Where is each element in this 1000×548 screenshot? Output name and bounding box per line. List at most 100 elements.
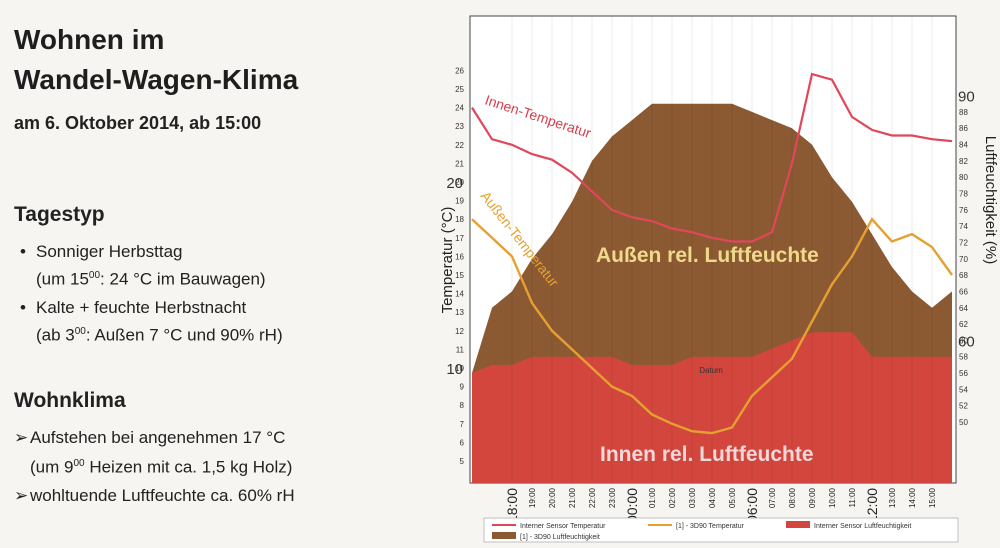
x-tick-label-big: 12:00 bbox=[864, 488, 880, 523]
x-tick-label: 14:00 bbox=[908, 487, 917, 508]
y-left-tick-label: 12 bbox=[455, 327, 464, 336]
series-line-innen-temperatur bbox=[471, 72, 953, 243]
y-left-tick-label: 6 bbox=[460, 438, 465, 447]
x-tick-label: 10:00 bbox=[828, 487, 837, 508]
x-tick-label-big: 00:00 bbox=[624, 488, 640, 523]
title-line-1: Wohnen im bbox=[14, 24, 165, 55]
y-right-tick-label: 78 bbox=[959, 190, 968, 199]
x-tick-label: 02:00 bbox=[668, 487, 677, 508]
legend-label: Interner Sensor Luftfeuchtigkeit bbox=[814, 523, 911, 530]
title-line-2: Wandel-Wagen-Klima bbox=[14, 64, 299, 95]
y-right-tick-label: 52 bbox=[959, 402, 968, 411]
detail-sup: 00 bbox=[88, 270, 101, 281]
x-tick-label: 08:00 bbox=[788, 487, 797, 508]
y-left-tick-label: 19 bbox=[455, 197, 464, 206]
y-right-tick-label: 86 bbox=[959, 124, 968, 133]
list-item: ➢ wohltuende Luftfeuchte ca. 60% rH bbox=[14, 484, 295, 508]
list-item: • Sonniger Herbsttag bbox=[20, 240, 182, 264]
section-heading-tagestyp: Tagestyp bbox=[14, 203, 105, 226]
legend-label: [1] - 3D90 Temperatur bbox=[676, 523, 745, 530]
y-left-tick-label: 20 bbox=[455, 178, 464, 187]
y-left-tick-label: 16 bbox=[455, 252, 464, 261]
detail-sup: 00 bbox=[74, 326, 86, 337]
detail-text: : 24 °C im Bauwagen) bbox=[100, 269, 266, 289]
arrow-bullet-icon: ➢ bbox=[14, 428, 29, 447]
y-right-tick-label: 70 bbox=[959, 255, 968, 264]
x-tick-label: 22:00 bbox=[588, 487, 597, 508]
legend-swatch bbox=[786, 521, 810, 528]
legend-label: Interner Sensor Temperatur bbox=[520, 523, 606, 530]
x-tick-label-big: 06:00 bbox=[744, 488, 760, 523]
annotation-innen-luftfeuchte: Innen rel. Luftfeuchte bbox=[600, 443, 814, 466]
bullet-icon: • bbox=[20, 242, 26, 261]
y-left-tick-label-big: 10 bbox=[446, 361, 463, 378]
y-left-tick-label: 10 bbox=[455, 364, 464, 373]
legend-label: [1] - 3D90 Luftfeuchtigkeit bbox=[520, 534, 600, 541]
series-area-innen-luftfeuchte bbox=[472, 332, 952, 483]
x-tick-label-big: 18:00 bbox=[504, 488, 520, 523]
y-right-axis-title: Luftfeuchtigkeit (%) bbox=[982, 136, 999, 264]
y-left-tick-label: 21 bbox=[455, 159, 464, 168]
y-left-tick-label: 9 bbox=[460, 383, 465, 392]
climate-chart: 5678910111213141516171819202122232425262… bbox=[439, 15, 999, 543]
x-tick-label: 11:00 bbox=[848, 487, 857, 507]
y-right-tick-label: 88 bbox=[959, 108, 968, 117]
y-left-tick-label: 17 bbox=[455, 234, 464, 243]
y-left-tick-label: 14 bbox=[455, 290, 464, 299]
y-right-tick-label: 60 bbox=[959, 336, 968, 345]
y-right-tick-label-big: 60 bbox=[958, 333, 975, 350]
y-right-tick-label: 66 bbox=[959, 287, 968, 296]
x-tick-label: 15:00 bbox=[928, 487, 937, 508]
text-panel: Wohnen im Wandel-Wagen-Klima am 6. Oktob… bbox=[0, 0, 440, 548]
list-item-text: wohltuende Luftfeuchte ca. 60% rH bbox=[30, 486, 295, 505]
y-left-tick-label: 18 bbox=[455, 215, 464, 224]
y-left-tick-label: 25 bbox=[455, 85, 464, 94]
arrow-bullet-icon: ➢ bbox=[14, 486, 29, 505]
y-right-tick-label: 82 bbox=[959, 157, 968, 166]
y-right-tick-label: 62 bbox=[959, 320, 968, 329]
y-right-tick-label: 54 bbox=[959, 385, 968, 394]
list-item: • Kalte + feuchte Herbstnacht bbox=[20, 296, 246, 320]
x-tick-label: 19:00 bbox=[528, 487, 537, 508]
detail-text: : Außen 7 °C und 90% rH) bbox=[85, 325, 283, 345]
detail-text: (ab 3 bbox=[36, 325, 75, 345]
x-tick-label: 13:00 bbox=[888, 487, 897, 508]
legend-swatch bbox=[492, 532, 516, 539]
y-right-tick-label: 74 bbox=[959, 222, 968, 231]
x-tick-label: 23:00 bbox=[608, 487, 617, 508]
y-left-tick-label: 23 bbox=[455, 122, 464, 131]
x-tick-label: 05:00 bbox=[728, 487, 737, 508]
x-axis-title: Datum bbox=[699, 366, 723, 375]
y-right-tick-label: 50 bbox=[959, 418, 968, 427]
x-tick-label: 04:00 bbox=[708, 487, 717, 508]
series-line-aussen-temperatur bbox=[471, 217, 953, 435]
list-item-text: Aufstehen bei angenehmen 17 °C bbox=[30, 428, 286, 447]
list-item-text: Kalte + feuchte Herbstnacht bbox=[36, 298, 247, 317]
y-right-tick-label: 68 bbox=[959, 271, 968, 280]
y-right-tick-label-big: 90 bbox=[958, 89, 975, 106]
list-item-detail: (ab 300: Außen 7 °C und 90% rH) bbox=[20, 320, 283, 348]
section-heading-wohnklima: Wohnklima bbox=[14, 389, 126, 412]
list-item-text: Sonniger Herbsttag bbox=[36, 242, 183, 261]
y-left-tick-label: 22 bbox=[455, 141, 464, 150]
annotation-aussen-luftfeuchte: Außen rel. Luftfeuchte bbox=[596, 244, 819, 267]
y-right-tick-label: 80 bbox=[959, 173, 968, 182]
y-left-tick-label-big: 20 bbox=[446, 175, 463, 192]
list-item-detail: (um 1500: 24 °C im Bauwagen) bbox=[20, 264, 266, 292]
x-tick-label: 21:00 bbox=[568, 487, 577, 508]
y-left-tick-label: 15 bbox=[455, 271, 464, 280]
x-tick-label: 07:00 bbox=[768, 487, 777, 508]
y-right-tick-label: 58 bbox=[959, 353, 968, 362]
x-tick-label: 03:00 bbox=[688, 487, 697, 508]
y-left-tick-label: 24 bbox=[455, 104, 464, 113]
bullet-icon: • bbox=[20, 298, 26, 317]
x-tick-label: 01:00 bbox=[648, 487, 657, 508]
list-item-detail: (um 900 Heizen mit ca. 1,5 kg Holz) bbox=[14, 452, 292, 480]
y-left-tick-label: 8 bbox=[460, 401, 465, 410]
x-tick-label: 20:00 bbox=[548, 487, 557, 508]
y-right-tick-label: 76 bbox=[959, 206, 968, 215]
list-item: ➢ Aufstehen bei angenehmen 17 °C bbox=[14, 426, 285, 450]
detail-text: Heizen mit ca. 1,5 kg Holz) bbox=[84, 457, 293, 477]
y-left-axis-title: Temperatur (°C) bbox=[439, 207, 456, 314]
y-right-tick-label: 64 bbox=[959, 304, 968, 313]
